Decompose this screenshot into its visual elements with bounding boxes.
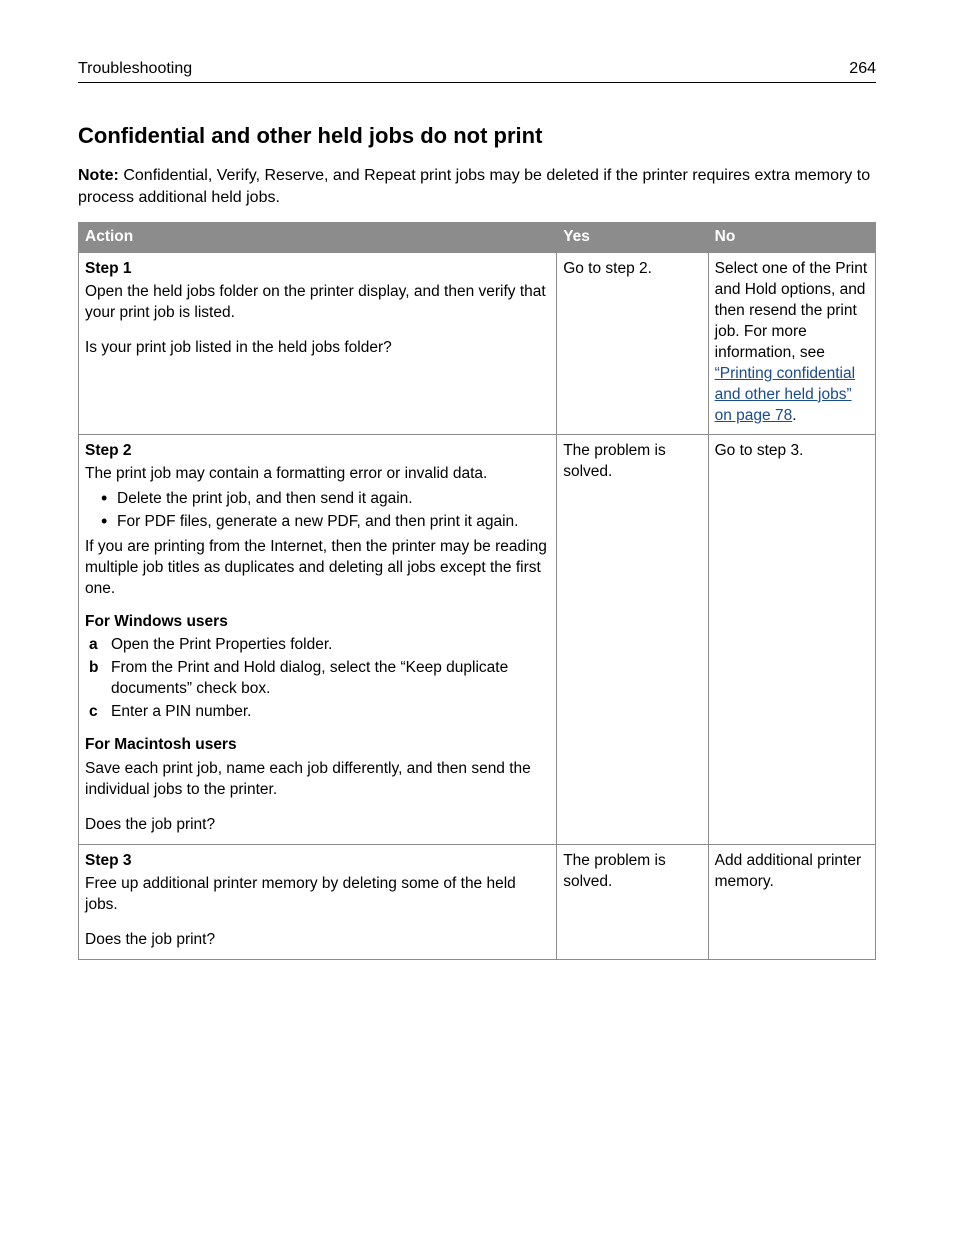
- step-question: Does the job print?: [85, 930, 550, 951]
- table-header-row: Action Yes No: [79, 223, 876, 253]
- step-label: Step 2: [85, 441, 550, 462]
- header-page-number: 264: [849, 60, 876, 78]
- mac-body: Save each print job, name each job diffe…: [85, 759, 550, 801]
- troubleshoot-table: Action Yes No Step 1 Open the held jobs …: [78, 222, 876, 960]
- step-label: Step 1: [85, 259, 550, 280]
- step-question: Is your print job listed in the held job…: [85, 338, 550, 359]
- no-text-suffix: .: [792, 407, 796, 424]
- running-header: Troubleshooting 264: [78, 60, 876, 83]
- cell-yes: Go to step 2.: [557, 253, 708, 435]
- cell-no: Select one of the Print and Hold options…: [708, 253, 875, 435]
- col-header-action: Action: [79, 223, 557, 253]
- header-section: Troubleshooting: [78, 60, 192, 78]
- cell-action: Step 1 Open the held jobs folder on the …: [79, 253, 557, 435]
- note-paragraph: Note: Confidential, Verify, Reserve, and…: [78, 165, 876, 208]
- internet-note: If you are printing from the Internet, t…: [85, 537, 550, 600]
- col-header-yes: Yes: [557, 223, 708, 253]
- no-text-prefix: Select one of the Print and Hold options…: [715, 260, 868, 361]
- mac-heading: For Macintosh users: [85, 735, 550, 756]
- xref-link[interactable]: “Printing confidential and other held jo…: [715, 365, 855, 424]
- col-header-no: No: [708, 223, 875, 253]
- table-row: Step 1 Open the held jobs folder on the …: [79, 253, 876, 435]
- note-label: Note:: [78, 167, 119, 184]
- cell-action: Step 2 The print job may contain a forma…: [79, 435, 557, 845]
- step-body: Open the held jobs folder on the printer…: [85, 283, 546, 321]
- table-row: Step 2 The print job may contain a forma…: [79, 435, 876, 845]
- cell-no: Add additional printer memory.: [708, 845, 875, 960]
- windows-heading: For Windows users: [85, 612, 550, 633]
- step-body: Free up additional printer memory by del…: [85, 875, 516, 913]
- cell-action: Step 3 Free up additional printer memory…: [79, 845, 557, 960]
- bullet-list: Delete the print job, and then send it a…: [101, 489, 550, 533]
- list-item: Enter a PIN number.: [85, 702, 550, 723]
- step-intro: The print job may contain a formatting e…: [85, 465, 487, 482]
- cell-no: Go to step 3.: [708, 435, 875, 845]
- step-question: Does the job print?: [85, 815, 550, 836]
- list-item: From the Print and Hold dialog, select t…: [85, 658, 550, 700]
- list-item: Open the Print Properties folder.: [85, 635, 550, 656]
- windows-steps: Open the Print Properties folder. From t…: [85, 635, 550, 723]
- list-item: Delete the print job, and then send it a…: [101, 489, 550, 510]
- list-item: For PDF files, generate a new PDF, and t…: [101, 512, 550, 533]
- document-page: Troubleshooting 264 Confidential and oth…: [0, 0, 954, 1000]
- cell-yes: The problem is solved.: [557, 435, 708, 845]
- note-text: Confidential, Verify, Reserve, and Repea…: [78, 167, 870, 206]
- cell-yes: The problem is solved.: [557, 845, 708, 960]
- table-row: Step 3 Free up additional printer memory…: [79, 845, 876, 960]
- step-label: Step 3: [85, 851, 550, 872]
- section-title: Confidential and other held jobs do not …: [78, 123, 876, 149]
